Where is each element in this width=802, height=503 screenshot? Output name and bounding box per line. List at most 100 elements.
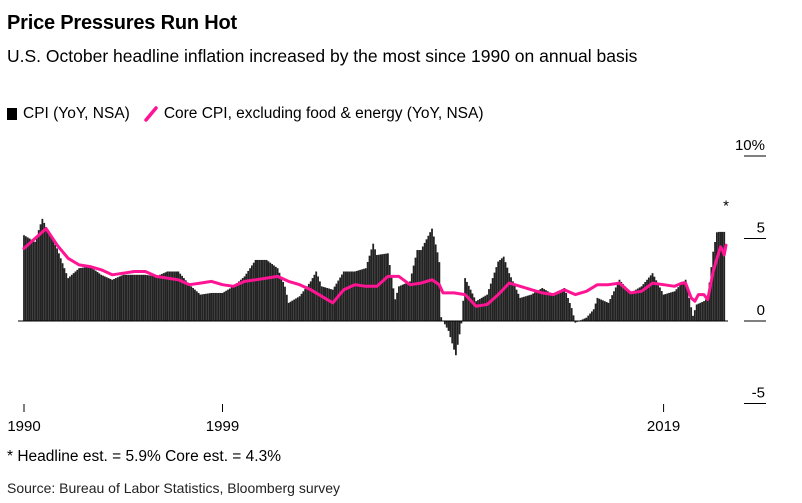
cpi-bar	[405, 283, 408, 321]
cpi-bar	[232, 286, 235, 321]
cpi-bar	[449, 321, 452, 338]
cpi-bar	[526, 295, 529, 321]
cpi-bar	[201, 294, 204, 321]
legend-label-cpi: CPI (YoY, NSA)	[23, 105, 130, 122]
cpi-bar	[559, 290, 562, 321]
cpi-bar	[205, 293, 207, 321]
cpi-bar	[381, 254, 384, 321]
cpi-bar	[429, 232, 432, 321]
cpi-bar	[252, 262, 255, 321]
cpi-bar	[418, 250, 421, 321]
cpi-bar	[160, 273, 163, 321]
cpi-bar	[249, 268, 251, 321]
cpi-bar	[534, 292, 536, 321]
cpi-bar	[385, 253, 387, 321]
cpi-bar	[151, 275, 154, 321]
cpi-bar	[137, 274, 139, 321]
x-tick-label: 1990	[7, 418, 40, 435]
cpi-bar	[388, 265, 391, 321]
cpi-bar	[273, 265, 275, 321]
cpi-bar	[688, 298, 691, 321]
cpi-bar	[473, 297, 476, 321]
cpi-bar	[225, 290, 228, 321]
cpi-bar	[100, 274, 103, 321]
cpi-bar	[140, 274, 143, 321]
cpi-bar	[116, 277, 119, 321]
cpi-bar	[37, 230, 40, 321]
cpi-bar	[265, 259, 268, 321]
cpi-bar	[420, 250, 422, 321]
cpi-bar	[390, 276, 393, 321]
cpi-bar	[655, 280, 658, 321]
cpi-bar	[684, 279, 687, 321]
cpi-bar	[568, 303, 571, 321]
cpi-bar	[710, 267, 713, 321]
cpi-bar	[267, 261, 270, 321]
cpi-bar	[660, 291, 663, 321]
cpi-bar	[506, 267, 509, 321]
cpi-bar	[723, 231, 726, 321]
cpi-bar	[302, 291, 305, 321]
cpi-bar	[488, 289, 490, 321]
cpi-bar	[131, 274, 134, 321]
cpi-bar	[704, 299, 707, 321]
cpi-bar	[331, 289, 334, 321]
cpi-bar	[671, 291, 674, 321]
cpi-bar	[368, 255, 371, 321]
cpi-bar	[276, 268, 279, 321]
cpi-bar	[282, 281, 285, 321]
cpi-bar	[190, 286, 193, 321]
cpi-bar	[361, 269, 364, 321]
cpi-bar	[24, 236, 27, 321]
cpi-bar	[43, 222, 46, 321]
cpi-bar	[556, 292, 558, 321]
footnote: * Headline est. = 5.9% Core est. = 4.3%	[7, 448, 281, 465]
cpi-bar	[32, 240, 35, 321]
cpi-bar	[484, 295, 487, 321]
cpi-bar	[195, 291, 198, 321]
cpi-bar	[181, 275, 183, 321]
cpi-bar	[251, 265, 253, 321]
cpi-bar	[309, 281, 312, 321]
cpi-bar	[127, 274, 130, 321]
cpi-bar	[469, 289, 472, 321]
cpi-bar	[640, 286, 643, 321]
cpi-bar	[65, 273, 68, 321]
cpi-bar	[142, 274, 145, 321]
cpi-bar	[721, 231, 724, 321]
cpi-bar	[236, 283, 239, 321]
cpi-bar	[695, 304, 698, 321]
cpi-bar	[219, 292, 222, 321]
cpi-bar	[133, 274, 136, 321]
cpi-bar	[594, 303, 597, 321]
cpi-bar	[210, 292, 213, 321]
cpi-bar	[203, 294, 206, 321]
cpi-bar	[673, 291, 676, 321]
cpi-bar	[254, 259, 257, 321]
cpi-bar	[649, 275, 652, 321]
cpi-bar	[355, 270, 358, 321]
cpi-bar	[462, 300, 465, 321]
cpi-bar	[499, 259, 501, 321]
cpi-bar	[647, 277, 650, 321]
cpi-bar	[346, 271, 349, 321]
legend: CPI (YoY, NSA) Core CPI, excluding food …	[7, 103, 497, 125]
cpi-bar	[513, 285, 516, 321]
cpi-bar	[638, 287, 641, 321]
cpi-bar	[409, 281, 411, 321]
cpi-bar	[719, 231, 722, 321]
cpi-bar	[311, 278, 314, 321]
cpi-bar	[217, 292, 220, 321]
source-note: Source: Bureau of Labor Statistics, Bloo…	[7, 480, 341, 496]
cpi-bar	[87, 266, 90, 321]
cpi-bar	[359, 269, 362, 321]
cpi-bar	[532, 293, 534, 321]
cpi-bar	[662, 294, 665, 321]
cpi-bar	[63, 268, 66, 321]
y-tick-label: 10%	[735, 137, 765, 154]
cpi-bar	[611, 295, 614, 321]
cpi-bar	[39, 224, 42, 321]
cpi-bar	[387, 253, 389, 321]
cpi-bar	[515, 289, 518, 321]
cpi-bar	[76, 269, 79, 321]
